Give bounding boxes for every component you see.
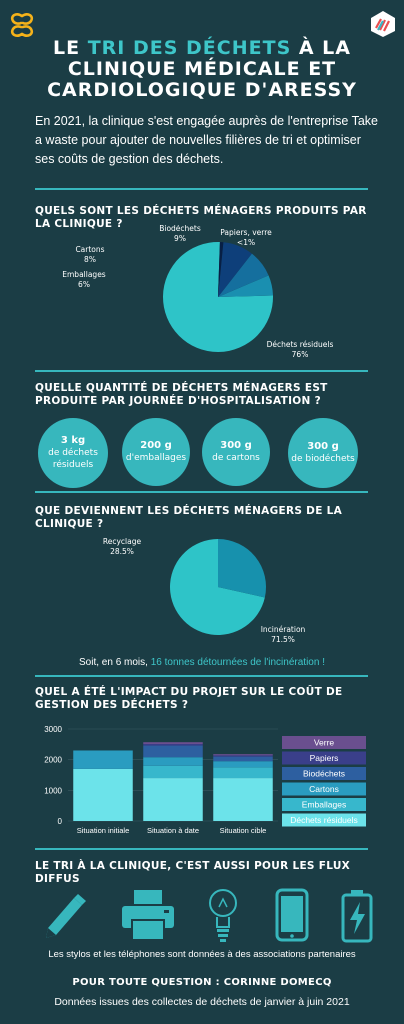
bar-segment bbox=[213, 778, 273, 821]
quantity-circle: 300 g de biodéchets bbox=[288, 418, 358, 488]
bar-segment bbox=[213, 754, 273, 756]
bar-segment bbox=[213, 761, 273, 768]
pie-slice bbox=[218, 539, 266, 598]
legend-swatch bbox=[282, 736, 366, 749]
divider bbox=[35, 675, 368, 677]
divider bbox=[35, 848, 368, 850]
y-tick-label: 3000 bbox=[44, 725, 62, 734]
pie-label: Cartons 8% bbox=[75, 245, 104, 264]
phone-icon bbox=[275, 888, 309, 942]
pie-slice bbox=[169, 539, 265, 635]
bar-segment bbox=[143, 778, 203, 821]
bar-segment bbox=[143, 744, 203, 746]
bar-segment bbox=[143, 745, 203, 758]
quantity-circle: 3 kg de déchets résiduels bbox=[38, 418, 108, 488]
section-question: QUE DEVIENNENT LES DÉCHETS MÉNAGERS DE L… bbox=[35, 505, 343, 530]
intro-text: En 2021, la clinique s'est engagée auprè… bbox=[35, 114, 378, 166]
pie-slice bbox=[218, 242, 252, 297]
pie-label: Déchets résiduels 76% bbox=[267, 340, 334, 359]
quantity-label: d'emballages bbox=[125, 453, 187, 463]
legend-swatch bbox=[282, 782, 366, 796]
divider bbox=[35, 370, 368, 372]
bar-segment bbox=[143, 765, 203, 779]
pie-label: Recyclage 28.5% bbox=[103, 537, 142, 556]
section-question: QUELLE QUANTITÉ DE DÉCHETS MÉNAGERS EST … bbox=[35, 382, 328, 407]
divider bbox=[35, 491, 368, 493]
quantity-label: de déchets résiduels bbox=[48, 448, 98, 470]
icons-caption: Les stylos et les téléphones sont donnée… bbox=[48, 949, 356, 960]
pie-slice bbox=[218, 253, 269, 297]
y-tick-label: 2000 bbox=[44, 756, 62, 765]
legend-swatch bbox=[282, 813, 366, 827]
pie-label: Biodéchets 9% bbox=[159, 225, 201, 243]
quantity-label: de biodéchets bbox=[291, 454, 355, 464]
legend-label: Papiers bbox=[310, 753, 339, 763]
section-question: LE TRI À LA CLINIQUE, C'EST AUSSI POUR L… bbox=[35, 860, 351, 885]
legend-label: Déchets résiduels bbox=[290, 815, 358, 825]
battery-icon bbox=[341, 890, 373, 943]
legend-swatch bbox=[282, 798, 366, 811]
section-question: QUELS SONT LES DÉCHETS MÉNAGERS PRODUITS… bbox=[35, 205, 367, 230]
legend-swatch bbox=[282, 751, 366, 765]
bar-segment bbox=[213, 756, 273, 762]
logo-icon bbox=[10, 13, 34, 37]
quantity-amount: 3 kg bbox=[60, 435, 86, 446]
divider bbox=[35, 188, 368, 190]
pie-chart-waste-types: Déchets résiduels 76% Emballages 6% Cartons 8… bbox=[62, 225, 334, 359]
bar-segment bbox=[213, 767, 273, 779]
bar-segment bbox=[73, 750, 133, 769]
quantity-amount: 300 g bbox=[220, 440, 252, 451]
bar-segment bbox=[143, 742, 203, 745]
y-tick-label: 0 bbox=[58, 817, 63, 826]
y-tick-label: 1000 bbox=[44, 786, 62, 795]
stacked-bar-chart-cost: 0 1000 2000 3000 Situation initiale Situation… bbox=[44, 725, 366, 835]
bar-segment bbox=[143, 757, 203, 766]
x-tick-label: Situation cible bbox=[220, 826, 267, 835]
pie-slice bbox=[218, 275, 273, 297]
bar-segment bbox=[73, 768, 133, 821]
pie-label: Emballages 6% bbox=[62, 270, 106, 289]
lightbulb-icon bbox=[209, 889, 237, 942]
printer-icon bbox=[122, 890, 174, 941]
quantity-circle: 200 g d'emballages bbox=[122, 418, 190, 486]
legend-label: Cartons bbox=[309, 784, 339, 794]
bar-segment bbox=[213, 755, 273, 757]
pie-slice bbox=[218, 242, 224, 297]
contact-heading: POUR TOUTE QUESTION : CORINNE DOMECQ bbox=[72, 977, 332, 988]
pie-chart-destination: Incinération 71.5% Recyclage 28.5% bbox=[103, 537, 306, 644]
quantity-amount: 300 g bbox=[307, 441, 339, 452]
section-question: QUEL A ÉTÉ L'IMPACT DU PROJET SUR LE COÛ… bbox=[35, 686, 343, 711]
legend-label: Emballages bbox=[302, 800, 346, 810]
legend-swatch bbox=[282, 767, 366, 780]
diversion-note: Soit, en 6 mois, 16 tonnes détournées de… bbox=[79, 657, 325, 668]
data-source: Données issues des collectes de déchets … bbox=[54, 996, 350, 1008]
page-title: LE TRI DES DÉCHETS À LA CLINIQUE MÉDICAL… bbox=[47, 37, 357, 101]
quantity-label: de cartons bbox=[212, 453, 260, 463]
pie-label: Incinération 71.5% bbox=[261, 625, 306, 644]
quantity-amount: 200 g bbox=[140, 440, 172, 451]
take-a-waste-logo-icon bbox=[371, 11, 395, 37]
legend-label: Verre bbox=[314, 738, 335, 748]
legend-label: Biodéchets bbox=[303, 769, 345, 779]
pie-label: Papiers, verre <1% bbox=[220, 228, 272, 247]
x-tick-label: Situation à date bbox=[147, 826, 199, 835]
quantity-circle: 300 g de cartons bbox=[202, 418, 270, 486]
x-tick-label: Situation initiale bbox=[77, 826, 130, 835]
pen-icon bbox=[46, 894, 86, 938]
